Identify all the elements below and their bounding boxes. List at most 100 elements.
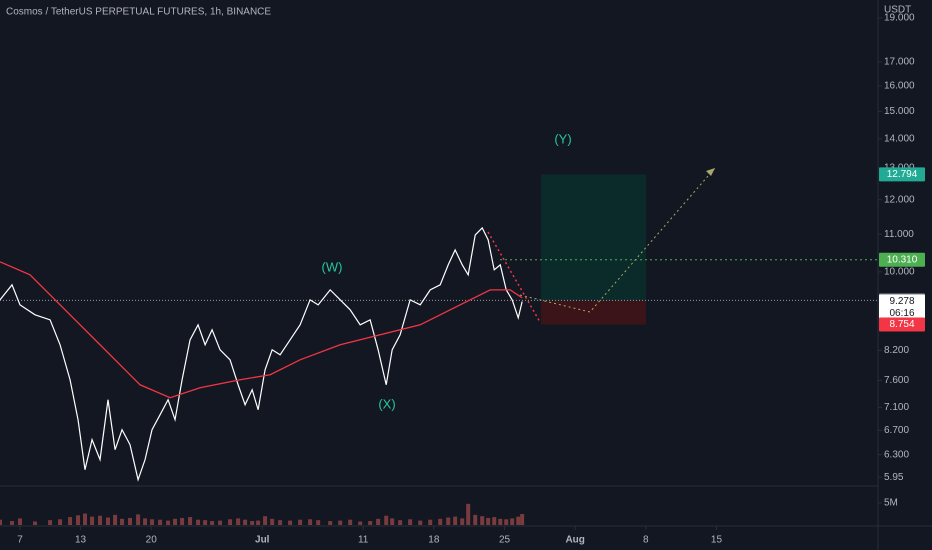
drawn-line bbox=[487, 231, 541, 323]
volume-bar bbox=[0, 519, 2, 525]
volume-bar bbox=[316, 520, 321, 525]
volume-bar bbox=[453, 516, 458, 525]
volume-bar bbox=[236, 518, 241, 525]
y-tick-label: 12.000 bbox=[884, 194, 915, 205]
x-tick-label: 25 bbox=[499, 535, 511, 546]
x-tick-label: 20 bbox=[146, 535, 158, 546]
y-tick-label: 16.000 bbox=[884, 81, 915, 92]
price-tag-label: 9.278 bbox=[889, 296, 914, 307]
volume-bar bbox=[256, 520, 261, 525]
volume-bar bbox=[408, 519, 413, 525]
target-zone bbox=[541, 174, 646, 301]
countdown: 06:16 bbox=[889, 308, 914, 319]
volume-bar bbox=[173, 518, 178, 525]
y-tick-label: 5.95 bbox=[884, 472, 904, 483]
volume-bar bbox=[166, 520, 171, 525]
volume-bar bbox=[150, 519, 155, 525]
volume-bar bbox=[270, 518, 275, 525]
volume-bar bbox=[288, 520, 293, 525]
y-tick-label: 8.200 bbox=[884, 345, 909, 356]
volume-bar bbox=[308, 519, 313, 525]
volume-bar bbox=[10, 521, 15, 525]
volume-bar bbox=[418, 520, 423, 525]
x-tick-label: 15 bbox=[711, 535, 723, 546]
volume-bar bbox=[348, 519, 353, 525]
volume-bar bbox=[48, 520, 53, 525]
y-tick-label: 10.000 bbox=[884, 266, 915, 277]
y-tick-label: 5M bbox=[884, 498, 898, 509]
volume-bar bbox=[298, 519, 303, 525]
volume-bar bbox=[338, 520, 343, 525]
volume-bar bbox=[68, 517, 73, 525]
volume-bar bbox=[113, 514, 118, 525]
volume-bar bbox=[90, 516, 95, 525]
volume-bar bbox=[158, 519, 163, 525]
volume-bar bbox=[473, 514, 478, 525]
y-tick-label: 14.000 bbox=[884, 133, 915, 144]
y-tick-label: 6.700 bbox=[884, 425, 909, 436]
volume-bar bbox=[136, 514, 141, 525]
y-tick-label: 15.000 bbox=[884, 106, 915, 117]
y-tick-label: 7.600 bbox=[884, 375, 909, 386]
volume-bar bbox=[250, 521, 255, 525]
volume-bar bbox=[228, 519, 233, 525]
price-tag bbox=[879, 167, 925, 182]
price-tag-label: 8.754 bbox=[889, 319, 914, 330]
volume-bar bbox=[98, 515, 103, 525]
volume-bar bbox=[203, 520, 208, 525]
volume-bar bbox=[520, 513, 525, 525]
wave-label: (X) bbox=[378, 396, 395, 411]
price-line-series bbox=[0, 226, 523, 482]
volume-bar bbox=[446, 517, 451, 525]
y-tick-label: 11.000 bbox=[884, 229, 914, 240]
volume-bar bbox=[460, 518, 465, 525]
volume-bar bbox=[390, 518, 395, 525]
price-tag bbox=[879, 317, 925, 332]
volume-bar bbox=[486, 517, 491, 525]
volume-bar bbox=[218, 520, 223, 525]
volume-bar bbox=[143, 518, 148, 525]
volume-bar bbox=[510, 518, 515, 525]
y-tick-label: 6.300 bbox=[884, 449, 909, 460]
price-tag bbox=[879, 294, 925, 321]
axis-unit: USDT bbox=[884, 5, 911, 16]
stop-zone bbox=[541, 300, 646, 325]
volume-bar bbox=[17, 518, 22, 525]
volume-bar bbox=[33, 521, 38, 525]
volume-bar bbox=[188, 517, 193, 525]
volume-bar bbox=[210, 521, 215, 525]
volume-bar bbox=[438, 518, 443, 525]
volume-bar bbox=[376, 518, 381, 525]
x-tick-label: Jul bbox=[255, 535, 270, 546]
y-tick-label: 17.000 bbox=[884, 57, 915, 68]
volume-bar bbox=[480, 516, 485, 525]
volume-bar bbox=[428, 519, 433, 525]
volume-bar bbox=[498, 518, 503, 525]
y-tick-label: 7.100 bbox=[884, 402, 909, 413]
volume-bar bbox=[278, 520, 283, 525]
volume-bar bbox=[516, 516, 521, 525]
volume-bar bbox=[398, 520, 403, 525]
volume-bar bbox=[106, 517, 111, 525]
arrow-head bbox=[706, 168, 715, 176]
wave-label: (Y) bbox=[554, 131, 571, 146]
chart-title: Cosmos / TetherUS PERPETUAL FUTURES, 1h,… bbox=[6, 7, 271, 18]
volume-bar bbox=[128, 517, 133, 525]
x-tick-label: 11 bbox=[358, 535, 369, 546]
volume-bar bbox=[243, 519, 248, 525]
x-tick-label: Aug bbox=[565, 535, 584, 546]
volume-bar bbox=[328, 521, 333, 525]
volume-bar bbox=[368, 521, 373, 525]
volume-bar bbox=[82, 513, 87, 525]
volume-bar bbox=[196, 519, 201, 525]
x-tick-label: 13 bbox=[75, 535, 87, 546]
price-tag bbox=[879, 252, 925, 267]
y-tick-label: 19.000 bbox=[884, 13, 915, 24]
x-tick-label: 8 bbox=[643, 535, 649, 546]
volume-bar bbox=[358, 521, 363, 525]
volume-bar bbox=[180, 517, 185, 525]
volume-bar bbox=[263, 516, 268, 525]
volume-bar bbox=[504, 519, 509, 525]
